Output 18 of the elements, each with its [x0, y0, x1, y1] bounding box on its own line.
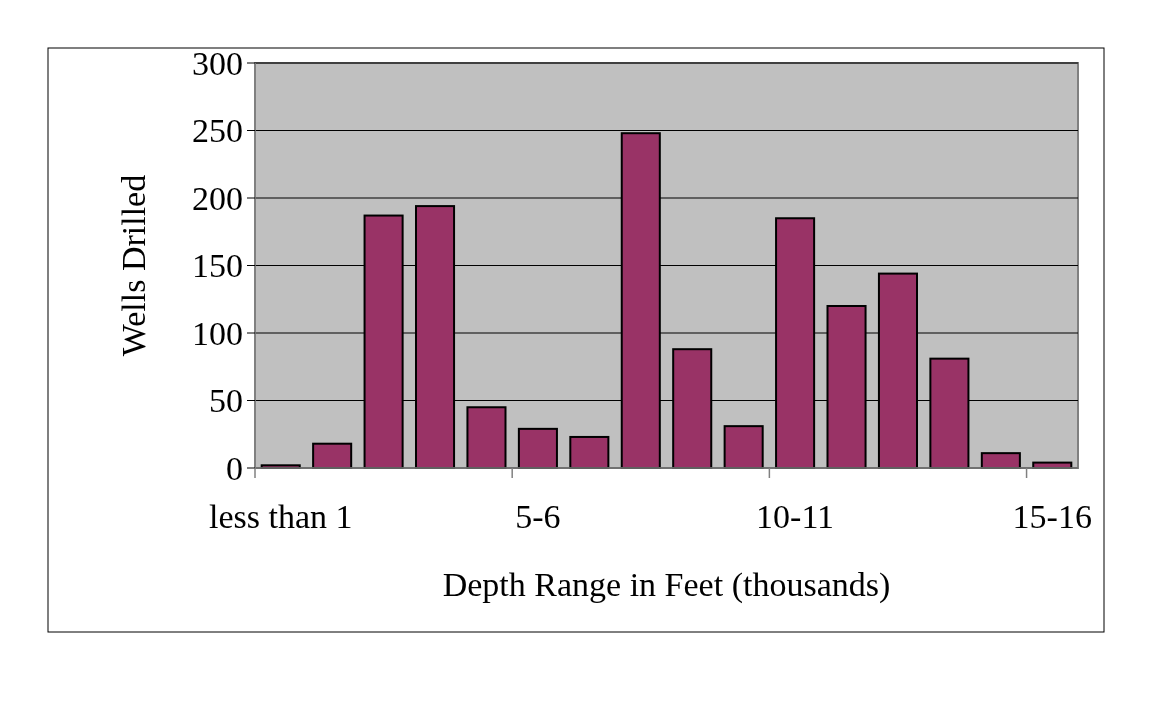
- bar: [723, 425, 764, 469]
- x-tick-label: 5-6: [515, 498, 561, 535]
- y-tick-label: 0: [226, 449, 243, 487]
- y-tick-label: 100: [192, 314, 243, 352]
- y-tick-label: 200: [192, 179, 243, 217]
- bar: [517, 427, 558, 469]
- bar: [466, 406, 507, 469]
- y-tick-label: 250: [192, 112, 243, 150]
- y-tick-label: 300: [192, 44, 243, 82]
- x-tick-label: 15-16: [1012, 498, 1092, 535]
- bar: [312, 442, 353, 469]
- x-tick-label: 10-11: [756, 498, 835, 535]
- x-tick-label: less than 1: [208, 498, 353, 535]
- y-tick-label: 150: [192, 247, 243, 285]
- y-axis-title: Wells Drilled: [115, 174, 152, 357]
- x-axis-title: Depth Range in Feet (thousands): [442, 566, 891, 604]
- bar: [569, 435, 610, 469]
- y-tick-label: 50: [209, 382, 243, 420]
